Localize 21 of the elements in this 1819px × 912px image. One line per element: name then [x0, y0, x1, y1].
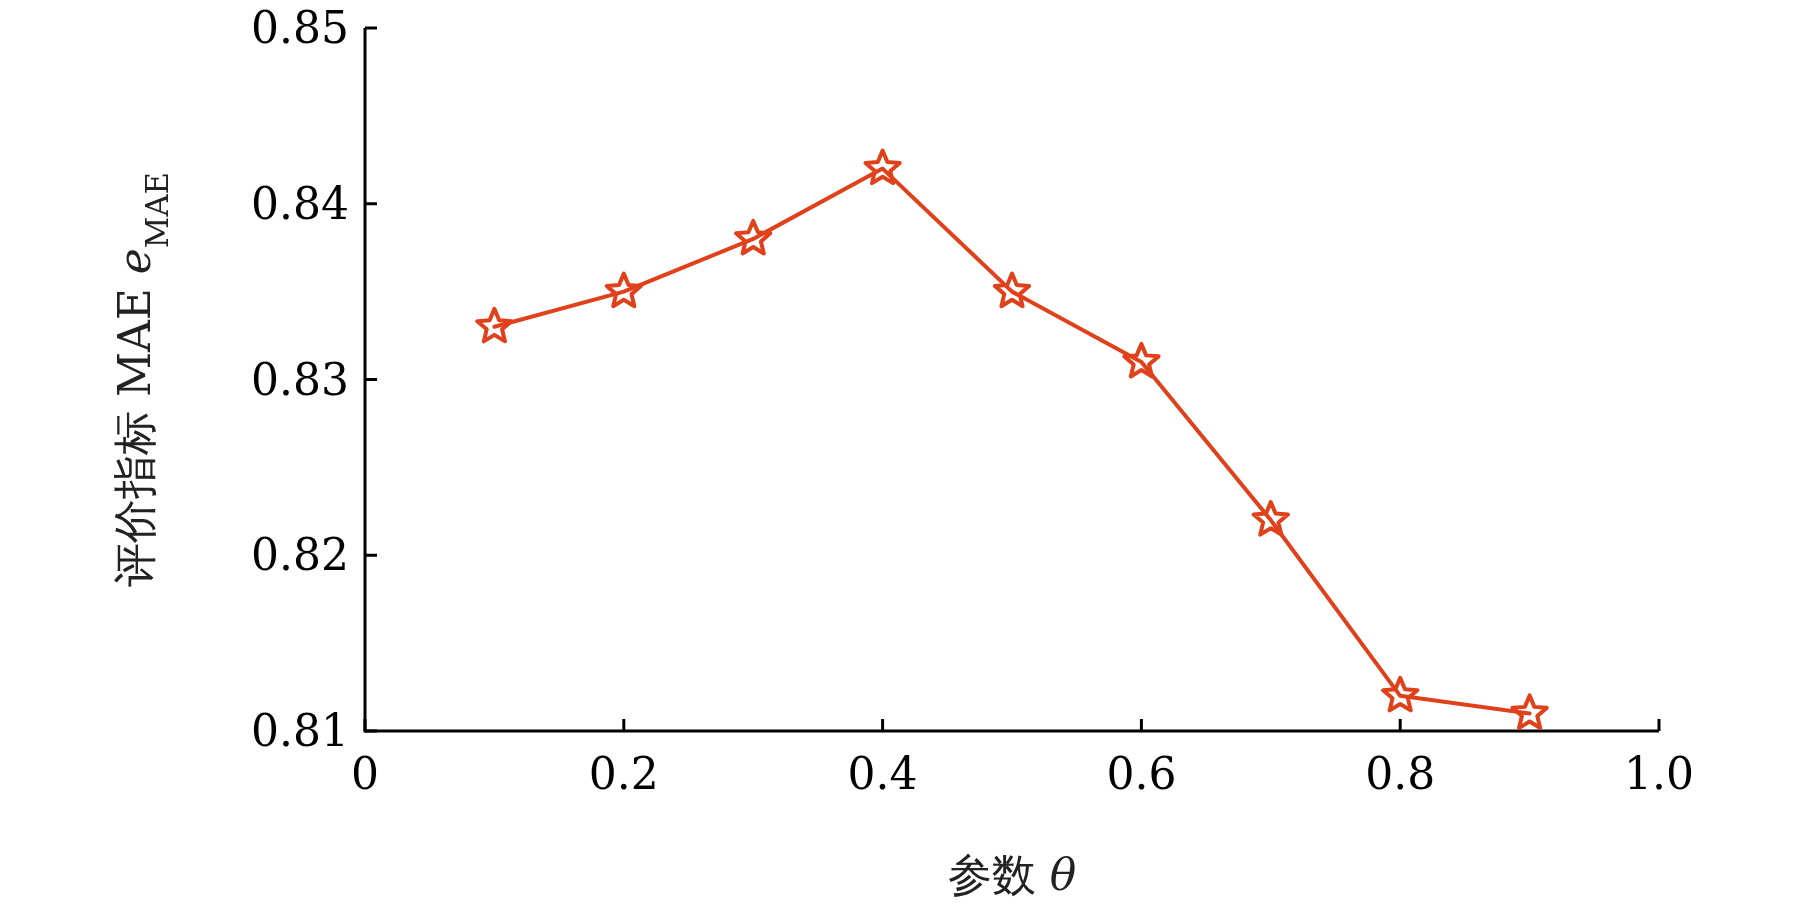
x-tick-label: 0.6	[1106, 748, 1177, 799]
point	[1381, 675, 1420, 713]
y-tick-label: 0.82	[251, 529, 349, 581]
point	[1122, 341, 1161, 379]
x-tick-label: 0.2	[588, 748, 659, 799]
x-tick-label: 1.0	[1624, 748, 1694, 799]
point	[1251, 500, 1290, 537]
point	[1510, 693, 1549, 730]
y-tick-label: 0.81	[251, 705, 349, 756]
x-tick-label: 0	[351, 748, 379, 799]
point	[734, 218, 773, 256]
x-tick-label: 0.4	[847, 748, 918, 799]
x-tick-label: 0.8	[1365, 748, 1436, 799]
x-axis-title: 参数 θ	[947, 849, 1077, 900]
y-tick-label: 0.83	[251, 353, 349, 405]
point	[992, 271, 1032, 309]
y-tick-label: 0.85	[251, 2, 349, 53]
point	[863, 148, 902, 186]
point	[475, 306, 514, 344]
y-tick-label: 0.84	[251, 177, 349, 229]
point	[604, 271, 643, 309]
